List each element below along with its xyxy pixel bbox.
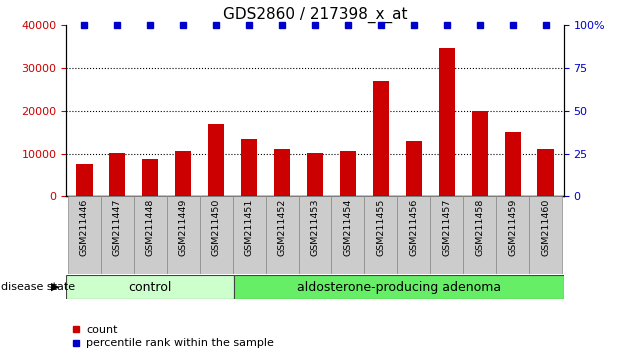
Bar bbox=[68, 196, 101, 274]
Bar bbox=[109, 153, 125, 196]
Legend: count, percentile rank within the sample: count, percentile rank within the sample bbox=[72, 325, 274, 348]
Bar bbox=[274, 149, 290, 196]
Bar bbox=[529, 196, 562, 274]
Bar bbox=[299, 196, 331, 274]
Text: GSM211457: GSM211457 bbox=[442, 199, 451, 256]
Bar bbox=[438, 48, 455, 196]
Text: GSM211446: GSM211446 bbox=[80, 199, 89, 256]
Bar bbox=[364, 196, 398, 274]
Bar bbox=[472, 110, 488, 196]
Bar bbox=[496, 196, 529, 274]
Bar bbox=[537, 149, 554, 196]
Bar bbox=[505, 132, 521, 196]
Bar bbox=[175, 152, 192, 196]
Text: GSM211456: GSM211456 bbox=[410, 199, 418, 256]
Title: GDS2860 / 217398_x_at: GDS2860 / 217398_x_at bbox=[223, 7, 407, 23]
Text: GSM211458: GSM211458 bbox=[475, 199, 484, 256]
Text: GSM211453: GSM211453 bbox=[311, 199, 319, 256]
Bar bbox=[76, 164, 93, 196]
Text: aldosterone-producing adenoma: aldosterone-producing adenoma bbox=[297, 281, 501, 293]
Bar bbox=[101, 196, 134, 274]
Text: GSM211448: GSM211448 bbox=[146, 199, 155, 256]
Text: GSM211454: GSM211454 bbox=[343, 199, 352, 256]
Bar bbox=[463, 196, 496, 274]
Bar bbox=[398, 196, 430, 274]
Bar bbox=[266, 196, 299, 274]
Bar bbox=[307, 153, 323, 196]
Bar bbox=[208, 124, 224, 196]
Bar bbox=[167, 196, 200, 274]
Text: GSM211455: GSM211455 bbox=[376, 199, 386, 256]
Text: GSM211449: GSM211449 bbox=[179, 199, 188, 256]
Bar bbox=[142, 159, 158, 196]
Bar bbox=[373, 81, 389, 196]
Bar bbox=[430, 196, 463, 274]
Bar bbox=[234, 275, 564, 299]
Bar bbox=[134, 196, 167, 274]
Bar bbox=[241, 138, 257, 196]
Text: ▶: ▶ bbox=[51, 282, 60, 292]
Bar bbox=[232, 196, 266, 274]
Text: control: control bbox=[129, 281, 172, 293]
Text: GSM211451: GSM211451 bbox=[244, 199, 254, 256]
Bar bbox=[331, 196, 364, 274]
Text: GSM211459: GSM211459 bbox=[508, 199, 517, 256]
Text: disease state: disease state bbox=[1, 282, 76, 292]
Text: GSM211452: GSM211452 bbox=[278, 199, 287, 256]
Bar bbox=[200, 196, 232, 274]
Text: GSM211447: GSM211447 bbox=[113, 199, 122, 256]
Bar bbox=[340, 152, 356, 196]
Bar bbox=[66, 275, 234, 299]
Text: GSM211460: GSM211460 bbox=[541, 199, 550, 256]
Bar bbox=[406, 141, 422, 196]
Text: GSM211450: GSM211450 bbox=[212, 199, 220, 256]
